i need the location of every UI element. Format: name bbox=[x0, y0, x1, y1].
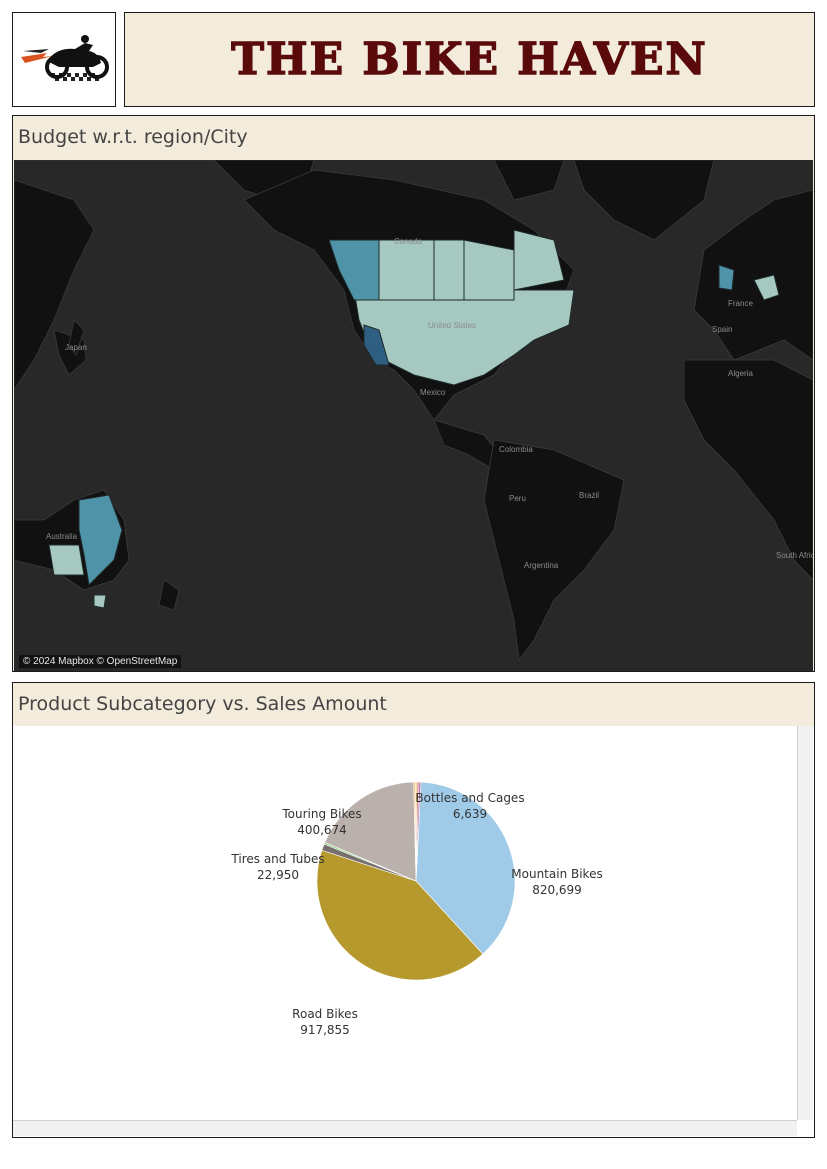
map-label: Colombia bbox=[499, 445, 533, 454]
map-attribution[interactable]: © 2024 Mapbox © OpenStreetMap bbox=[19, 655, 182, 668]
map-label: United States bbox=[428, 321, 476, 330]
logo bbox=[12, 12, 116, 107]
slice-label: Mountain Bikes bbox=[511, 867, 602, 881]
horizontal-scrollbar[interactable] bbox=[13, 1120, 797, 1136]
map-label: Japan bbox=[65, 343, 87, 352]
map-panel: Budget w.r.t. region/City bbox=[12, 115, 815, 672]
slice-value-label: 917,855 bbox=[300, 1023, 350, 1037]
map-label: Peru bbox=[509, 494, 526, 503]
slice-label: Bottles and Cages bbox=[415, 791, 524, 805]
pie-slice[interactable] bbox=[415, 781, 516, 955]
map-canvas[interactable]: Canada United States Mexico Japan Austra… bbox=[14, 160, 813, 671]
slice-value-label: 820,699 bbox=[532, 883, 582, 897]
map-labels: Canada United States Mexico Japan Austra… bbox=[46, 237, 813, 570]
slice-label: Road Bikes bbox=[292, 1007, 358, 1021]
slice-label: Touring Bikes bbox=[281, 807, 361, 821]
vertical-scrollbar[interactable] bbox=[797, 726, 813, 1120]
pie-slice[interactable] bbox=[324, 781, 417, 882]
dashboard-title: THE BIKE HAVEN bbox=[231, 33, 708, 86]
pie-slice[interactable] bbox=[415, 781, 422, 882]
pie-slice[interactable] bbox=[316, 849, 484, 981]
slice-label: Tires and Tubes bbox=[230, 852, 324, 866]
map-label: Canada bbox=[394, 237, 423, 246]
slice-value-label: 22,950 bbox=[257, 868, 299, 882]
map-label: France bbox=[728, 299, 753, 308]
slice-value-label: 400,674 bbox=[297, 823, 347, 837]
map-label: Brazil bbox=[579, 491, 599, 500]
motorbike-logo-icon bbox=[21, 35, 109, 81]
map-label: Australia bbox=[46, 532, 78, 541]
region-map[interactable]: Canada United States Mexico Japan Austra… bbox=[14, 160, 813, 671]
map-label: Spain bbox=[712, 325, 732, 334]
slice-value-label: 6,639 bbox=[453, 807, 487, 821]
product-panel-title: Product Subcategory vs. Sales Amount bbox=[13, 683, 814, 726]
product-panel: Product Subcategory vs. Sales Amount Mou… bbox=[12, 682, 815, 1138]
map-panel-title: Budget w.r.t. region/City bbox=[13, 116, 814, 159]
map-label: South Africa bbox=[776, 551, 813, 560]
title-banner: THE BIKE HAVEN bbox=[124, 12, 815, 107]
pie-chart-area: Mountain Bikes 820,699 Road Bikes 917,855 Ti… bbox=[13, 726, 798, 1121]
map-label: Mexico bbox=[420, 388, 446, 397]
pie-chart[interactable]: Mountain Bikes 820,699 Road Bikes 917,855 Ti… bbox=[13, 726, 798, 1121]
map-label: Argentina bbox=[524, 561, 559, 570]
map-label: Algeria bbox=[728, 369, 753, 378]
